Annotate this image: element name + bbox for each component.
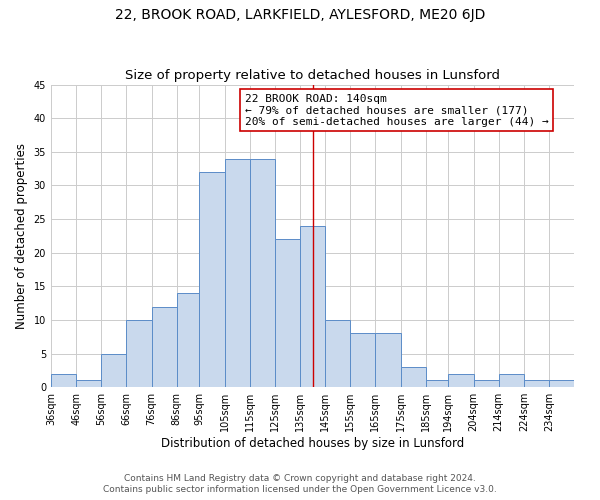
- Bar: [300, 226, 325, 387]
- Bar: [350, 334, 376, 387]
- Bar: [76, 380, 101, 387]
- Bar: [127, 320, 152, 387]
- Bar: [325, 320, 350, 387]
- Bar: [101, 354, 127, 387]
- Bar: [199, 172, 224, 387]
- Bar: [473, 380, 499, 387]
- Bar: [426, 380, 448, 387]
- Bar: [224, 158, 250, 387]
- X-axis label: Distribution of detached houses by size in Lunsford: Distribution of detached houses by size …: [161, 437, 464, 450]
- Bar: [51, 374, 76, 387]
- Bar: [152, 306, 177, 387]
- Bar: [250, 158, 275, 387]
- Bar: [275, 239, 300, 387]
- Bar: [499, 374, 524, 387]
- Text: Contains HM Land Registry data © Crown copyright and database right 2024.
Contai: Contains HM Land Registry data © Crown c…: [103, 474, 497, 494]
- Bar: [376, 334, 401, 387]
- Bar: [401, 367, 426, 387]
- Bar: [177, 293, 199, 387]
- Bar: [549, 380, 574, 387]
- Text: 22, BROOK ROAD, LARKFIELD, AYLESFORD, ME20 6JD: 22, BROOK ROAD, LARKFIELD, AYLESFORD, ME…: [115, 8, 485, 22]
- Y-axis label: Number of detached properties: Number of detached properties: [15, 143, 28, 329]
- Title: Size of property relative to detached houses in Lunsford: Size of property relative to detached ho…: [125, 69, 500, 82]
- Text: 22 BROOK ROAD: 140sqm
← 79% of detached houses are smaller (177)
20% of semi-det: 22 BROOK ROAD: 140sqm ← 79% of detached …: [245, 94, 548, 127]
- Bar: [524, 380, 549, 387]
- Bar: [448, 374, 473, 387]
